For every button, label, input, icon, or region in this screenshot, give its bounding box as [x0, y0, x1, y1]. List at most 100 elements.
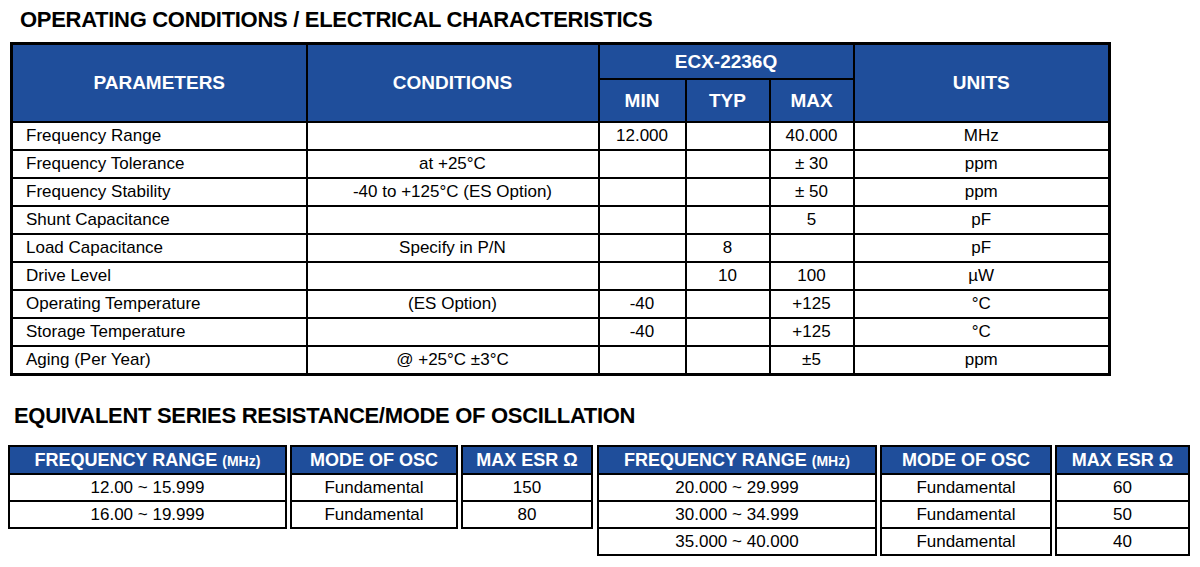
- condition-cell: [307, 122, 599, 150]
- units-cell: °C: [854, 318, 1110, 346]
- table-row: 150: [462, 474, 592, 501]
- table-row: Frequency Range 12.000 40.000 MHz: [12, 122, 1110, 150]
- units-cell: °C: [854, 290, 1110, 318]
- min-cell: [599, 150, 686, 178]
- min-cell: [599, 206, 686, 234]
- condition-cell: -40 to +125°C (ES Option): [307, 178, 599, 206]
- condition-cell: Specify in P/N: [307, 234, 599, 262]
- esr-left-esr-column: MAX ESR Ω 15080: [461, 445, 593, 529]
- table-row: Fundamental: [291, 501, 457, 528]
- esr-tables: FREQUENCY RANGE (MHz) 12.00 ~ 15.99916.0…: [8, 445, 1200, 556]
- min-cell: [599, 234, 686, 262]
- typ-cell: [686, 206, 770, 234]
- esr-cell: 40: [1056, 528, 1189, 555]
- condition-cell: @ +25°C ±3°C: [307, 346, 599, 375]
- freq-range-label: FREQUENCY RANGE: [35, 450, 218, 470]
- min-cell: -40: [599, 318, 686, 346]
- table-row: 50: [1056, 501, 1189, 528]
- table-row: 20.000 ~ 29.999: [598, 474, 876, 501]
- freq-range-label: FREQUENCY RANGE: [624, 450, 807, 470]
- units-cell: MHz: [854, 122, 1110, 150]
- max-cell: 5: [770, 206, 854, 234]
- typ-cell: [686, 178, 770, 206]
- table-row: 80: [462, 501, 592, 528]
- max-esr-header: MAX ESR Ω: [1056, 446, 1189, 474]
- conditions-header: CONDITIONS: [307, 44, 599, 123]
- typ-cell: [686, 318, 770, 346]
- operating-conditions-table: PARAMETERS CONDITIONS ECX-2236Q UNITS MI…: [10, 42, 1111, 376]
- mode-cell: Fundamental: [881, 528, 1051, 555]
- parameter-cell: Aging (Per Year): [12, 346, 307, 375]
- mode-cell: Fundamental: [881, 501, 1051, 528]
- esr-left-mode-column: MODE OF OSC FundamentalFundamental: [290, 445, 458, 529]
- esr-table-left: FREQUENCY RANGE (MHz) 12.00 ~ 15.99916.0…: [8, 445, 593, 529]
- max-header: MAX: [770, 79, 854, 122]
- typ-cell: 10: [686, 262, 770, 290]
- section1-title: OPERATING CONDITIONS / ELECTRICAL CHARAC…: [0, 0, 1200, 42]
- table-row: Frequency Tolerance at +25°C ± 30 ppm: [12, 150, 1110, 178]
- table-row: Fundamental: [881, 528, 1051, 555]
- typ-cell: [686, 290, 770, 318]
- range-cell: 35.000 ~ 40.000: [598, 528, 876, 555]
- max-cell: ± 30: [770, 150, 854, 178]
- table-row: Drive Level 10 100 µW: [12, 262, 1110, 290]
- max-cell: 100: [770, 262, 854, 290]
- freq-range-header: FREQUENCY RANGE (MHz): [9, 446, 286, 474]
- max-cell: ± 50: [770, 178, 854, 206]
- table-row: Frequency Stability -40 to +125°C (ES Op…: [12, 178, 1110, 206]
- range-cell: 20.000 ~ 29.999: [598, 474, 876, 501]
- parameter-cell: Drive Level: [12, 262, 307, 290]
- mode-cell: Fundamental: [291, 474, 457, 501]
- table-row: Operating Temperature (ES Option) -40 +1…: [12, 290, 1110, 318]
- esr-left-freq-column: FREQUENCY RANGE (MHz) 12.00 ~ 15.99916.0…: [8, 445, 287, 529]
- table-row: 35.000 ~ 40.000: [598, 528, 876, 555]
- min-cell: [599, 262, 686, 290]
- section2-title: EQUIVALENT SERIES RESISTANCE/MODE OF OSC…: [0, 376, 1200, 445]
- parameter-cell: Frequency Stability: [12, 178, 307, 206]
- table-row: Fundamental: [291, 474, 457, 501]
- freq-range-header: FREQUENCY RANGE (MHz): [598, 446, 876, 474]
- typ-cell: 8: [686, 234, 770, 262]
- parameter-cell: Storage Temperature: [12, 318, 307, 346]
- esr-cell: 60: [1056, 474, 1189, 501]
- range-cell: 30.000 ~ 34.999: [598, 501, 876, 528]
- table-row: 40: [1056, 528, 1189, 555]
- parameter-cell: Shunt Capacitance: [12, 206, 307, 234]
- max-esr-header: MAX ESR Ω: [462, 446, 592, 474]
- esr-right-mode-column: MODE OF OSC FundamentalFundamentalFundam…: [880, 445, 1052, 556]
- table-row: 16.00 ~ 19.999: [9, 501, 286, 528]
- esr-right-esr-column: MAX ESR Ω 605040: [1055, 445, 1190, 556]
- range-cell: 16.00 ~ 19.999: [9, 501, 286, 528]
- units-cell: pF: [854, 206, 1110, 234]
- max-cell: ±5: [770, 346, 854, 375]
- max-cell: +125: [770, 290, 854, 318]
- condition-cell: (ES Option): [307, 290, 599, 318]
- parameter-cell: Frequency Range: [12, 122, 307, 150]
- max-cell: +125: [770, 318, 854, 346]
- min-cell: [599, 346, 686, 375]
- table-row: Aging (Per Year) @ +25°C ±3°C ±5 ppm: [12, 346, 1110, 375]
- typ-cell: [686, 122, 770, 150]
- min-cell: [599, 178, 686, 206]
- units-cell: µW: [854, 262, 1110, 290]
- esr-cell: 150: [462, 474, 592, 501]
- table-row: Load Capacitance Specify in P/N 8 pF: [12, 234, 1110, 262]
- condition-cell: [307, 318, 599, 346]
- typ-cell: [686, 346, 770, 375]
- units-header: UNITS: [854, 44, 1110, 123]
- esr-cell: 50: [1056, 501, 1189, 528]
- table-row: Storage Temperature -40 +125 °C: [12, 318, 1110, 346]
- min-header: MIN: [599, 79, 686, 122]
- freq-range-unit-label: (MHz): [222, 453, 260, 469]
- max-cell: [770, 234, 854, 262]
- table-row: 60: [1056, 474, 1189, 501]
- min-cell: 12.000: [599, 122, 686, 150]
- table-row: 30.000 ~ 34.999: [598, 501, 876, 528]
- esr-right-freq-column: FREQUENCY RANGE (MHz) 20.000 ~ 29.99930.…: [597, 445, 877, 556]
- freq-range-unit-label: (MHz): [812, 453, 850, 469]
- parameter-cell: Load Capacitance: [12, 234, 307, 262]
- condition-cell: [307, 206, 599, 234]
- typ-header: TYP: [686, 79, 770, 122]
- mode-of-osc-header: MODE OF OSC: [291, 446, 457, 474]
- esr-cell: 80: [462, 501, 592, 528]
